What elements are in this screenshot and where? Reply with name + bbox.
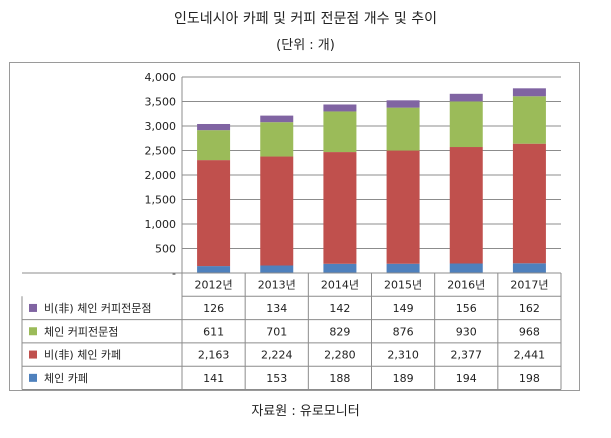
legend-label: 체인 카페 [44,372,88,385]
x-tick-label: 2013년 [258,279,296,292]
bar-segment [197,266,231,273]
data-label: 2,310 [387,349,419,362]
y-tick-label: 1,000 [145,218,177,231]
data-label: 156 [456,302,477,315]
y-tick-label: 2,000 [145,169,177,182]
data-label: 701 [266,325,287,338]
bar-segment [512,143,546,264]
legend-swatch [29,303,37,312]
data-label: 2,163 [198,349,230,362]
bar-segment [386,263,420,273]
data-label: 134 [266,302,287,315]
data-label: 153 [266,372,287,385]
bar-segment [512,96,546,144]
bar-segment [449,93,483,102]
bar-segment [386,100,420,108]
data-label: 968 [519,325,540,338]
data-label: 2,280 [324,349,356,362]
data-label: 2,377 [451,349,483,362]
legend-label: 비(非) 체인 커피전문점 [44,302,152,315]
x-tick-label: 2017년 [510,279,548,292]
bar-segment [323,104,357,112]
y-tick-label: 1,500 [145,194,177,207]
unit-label: (단위 : 개) [276,38,335,53]
data-label: 149 [393,302,414,315]
bar-segment [260,265,294,273]
y-tick-label: 4,000 [145,71,177,84]
x-tick-label: 2012년 [195,279,233,292]
data-label: 876 [393,325,414,338]
bar-segment [260,115,294,123]
legend-swatch [29,350,37,359]
x-tick-label: 2014년 [321,279,359,292]
bar-segment [512,263,546,273]
chart-frame: -5001,0001,5002,0002,5003,0003,5004,0002… [9,62,580,391]
bar-segment [386,107,420,151]
bar-segment [512,88,546,97]
data-label: 829 [329,325,350,338]
x-tick-label: 2016년 [447,279,485,292]
y-tick-label: 3,000 [145,120,177,133]
legend-swatch [29,327,37,336]
data-label: 2,441 [514,349,546,362]
data-label: 142 [329,302,350,315]
data-label: 126 [203,302,224,315]
bar-segment [323,263,357,273]
stacked-bar-chart: -5001,0001,5002,0002,5003,0003,5004,0002… [21,71,562,390]
data-label: 162 [519,302,540,315]
chart-title: 인도네시아 카페 및 커피 전문점 개수 및 추이 [174,11,437,27]
bar-segment [260,122,294,157]
bar-segment [323,152,357,264]
bar-segment [197,160,231,267]
bar-segment [197,130,231,161]
data-label: 930 [456,325,477,338]
bar-segment [386,150,420,264]
data-label: 194 [456,372,477,385]
x-tick-label: 2015년 [384,279,422,292]
y-tick-label: 2,500 [145,145,177,158]
legend-label: 비(非) 체인 카페 [44,349,121,362]
bar-segment [449,101,483,148]
data-label: 611 [203,325,224,338]
data-label: 189 [393,372,414,385]
data-label: 141 [203,372,224,385]
bar-segment [449,147,483,264]
y-tick-label: 500 [155,243,176,256]
y-tick-label: 3,500 [145,96,177,109]
data-label: 198 [519,372,540,385]
data-label: 2,224 [261,349,293,362]
bar-segment [260,156,294,266]
bar-segment [197,123,231,131]
bar-segment [323,111,357,153]
source-note: 자료원 : 유로모니터 [251,404,360,419]
legend-label: 체인 커피전문점 [44,325,118,338]
bar-segment [449,263,483,273]
data-label: 188 [329,372,350,385]
legend-swatch [29,373,37,382]
